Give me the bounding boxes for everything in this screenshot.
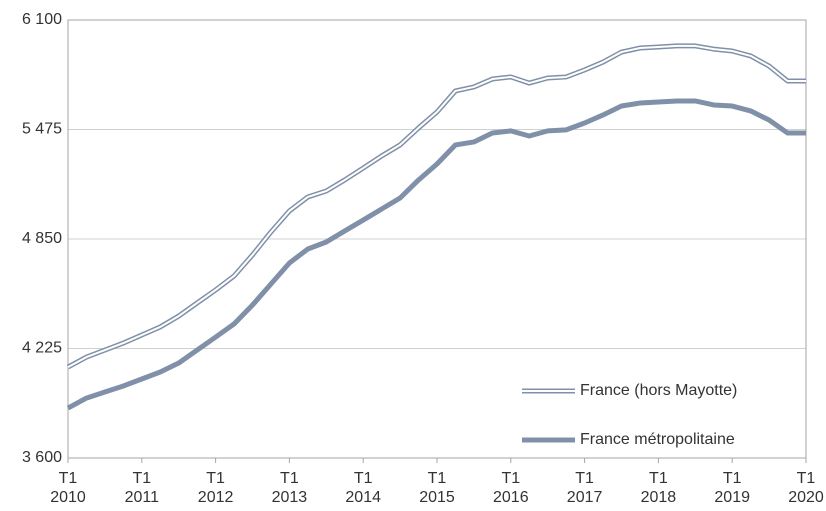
y-tick-label: 4 225 (22, 340, 62, 357)
y-tick-label: 4 850 (22, 230, 62, 247)
line-outer (66, 43, 806, 370)
x-tick-label: T1 2015 (419, 470, 455, 506)
x-tick-label: T1 2018 (640, 470, 677, 506)
legend-label: France (hors Mayotte) (580, 382, 737, 399)
y-tick-label: 3 600 (22, 449, 62, 466)
y-tick-label: 5 475 (22, 121, 62, 138)
legend-label: France métropolitaine (580, 431, 735, 448)
line-inner (67, 44, 806, 368)
x-tick-label: T1 2019 (714, 470, 750, 506)
x-tick-label: T1 2013 (271, 470, 308, 506)
x-tick-label: T1 2011 (124, 470, 159, 506)
x-tick-label: T1 2017 (566, 470, 603, 506)
line (66, 98, 806, 411)
x-tick-label: T1 2014 (345, 470, 381, 506)
x-tick-label: T1 2020 (788, 470, 824, 506)
x-tick-label: T1 2010 (50, 470, 86, 506)
x-tick-label: T1 2012 (197, 470, 234, 506)
y-tick-label: 6 100 (22, 11, 62, 28)
x-tick-label: T1 2016 (493, 470, 529, 506)
